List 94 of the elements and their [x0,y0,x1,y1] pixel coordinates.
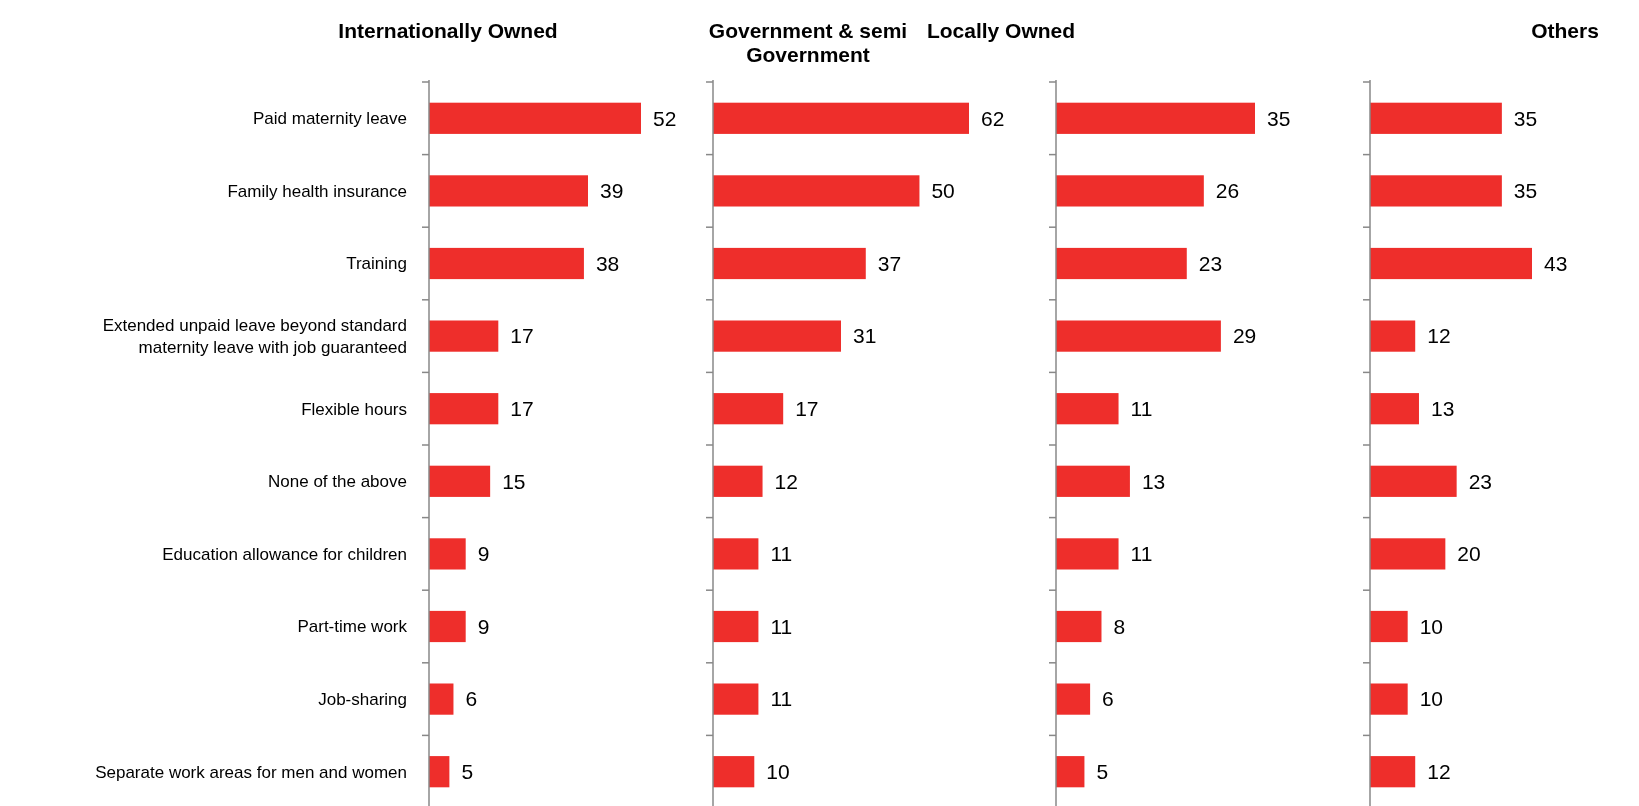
data-label: 62 [981,106,1005,130]
bar [1370,102,1502,134]
bar [1370,756,1416,788]
chart-title: Others [1531,19,1599,42]
data-label: 50 [931,179,955,203]
bar [1056,756,1085,788]
bar [713,538,759,570]
bar [429,756,450,788]
bar [713,175,920,207]
bar [1056,610,1102,643]
chart-title: Internationally Owned [338,19,558,42]
bar [1370,683,1408,715]
bar [1056,465,1130,497]
y-tick-label: Training [346,254,407,274]
y-tick-label: Separate work areas for men and women [95,762,407,782]
bar [1056,175,1204,207]
data-label: 31 [853,324,877,348]
bar [713,247,866,280]
data-label: 11 [770,614,793,638]
data-label: 13 [1430,397,1455,421]
y-tick-label: None of the above [268,472,407,492]
bar [1370,320,1416,352]
bar [1370,393,1419,425]
bar [1056,320,1221,352]
data-label: 37 [877,251,902,275]
y-tick-label: Family health insurance [227,181,407,201]
bar [1056,393,1119,425]
y-tick-label: Education allowance for children [162,544,407,564]
data-label: 5 [461,760,474,784]
data-label: 13 [1141,469,1166,493]
y-tick-label: Job-sharing [318,690,407,710]
data-label: 35 [1267,106,1291,130]
bar [1370,538,1446,570]
data-label: 23 [1468,469,1493,493]
data-label: 52 [653,106,677,130]
bar [429,247,584,280]
data-label: 35 [1513,106,1538,130]
data-label: 8 [1113,614,1126,638]
data-label: 12 [774,469,798,493]
data-label: 17 [510,324,534,348]
chart-title: Locally Owned [926,19,1076,42]
data-label: 35 [1513,179,1538,203]
data-label: 23 [1198,251,1223,275]
data-label: 6 [1102,687,1114,711]
data-label: 43 [1544,251,1568,275]
y-tick-label: Paid maternity leave [252,109,407,129]
data-label: 9 [477,542,490,566]
bar [429,683,454,715]
bar [713,465,763,497]
data-label: 15 [502,469,526,493]
bar [429,320,499,352]
data-label: 20 [1457,542,1481,566]
bar [713,102,969,134]
y-tick-label: Extended unpaid leave beyond standard maternity leave with job guaranteed [102,316,407,358]
data-label: 12 [1427,760,1451,784]
bar [1370,175,1502,207]
bar [1056,102,1255,134]
bar [1370,247,1532,280]
data-label: 11 [1130,542,1153,566]
data-label: 10 [1419,687,1444,711]
bar [429,175,588,207]
data-label: 38 [595,251,620,275]
bar [429,102,641,134]
bar [713,393,784,425]
data-label: 29 [1232,324,1257,348]
bar [1370,465,1457,497]
data-label: 11 [770,687,793,711]
data-label: 11 [1130,397,1153,421]
bar [429,538,466,570]
bar [1056,538,1119,570]
bar [1370,610,1408,643]
data-label: 26 [1215,179,1240,203]
bar [713,756,755,788]
bar [713,320,841,352]
bar [429,610,466,643]
bar [1056,683,1091,715]
data-label: 11 [770,542,793,566]
bar [713,683,759,715]
bar [429,393,499,425]
data-label: 10 [766,760,790,784]
data-label: 5 [1096,760,1109,784]
bar [713,610,759,643]
data-label: 10 [1419,614,1444,638]
chart-title: Government & semi Government [708,19,908,66]
y-tick-label: Flexible hours [301,399,407,419]
data-label: 9 [477,614,490,638]
bar [1056,247,1187,280]
data-label: 12 [1427,324,1451,348]
data-label: 6 [465,687,478,711]
data-label: 17 [510,397,534,421]
y-tick-label: Part-time work [297,617,408,637]
bar [429,465,491,497]
data-label: 39 [600,179,624,203]
data-label: 17 [795,397,819,421]
